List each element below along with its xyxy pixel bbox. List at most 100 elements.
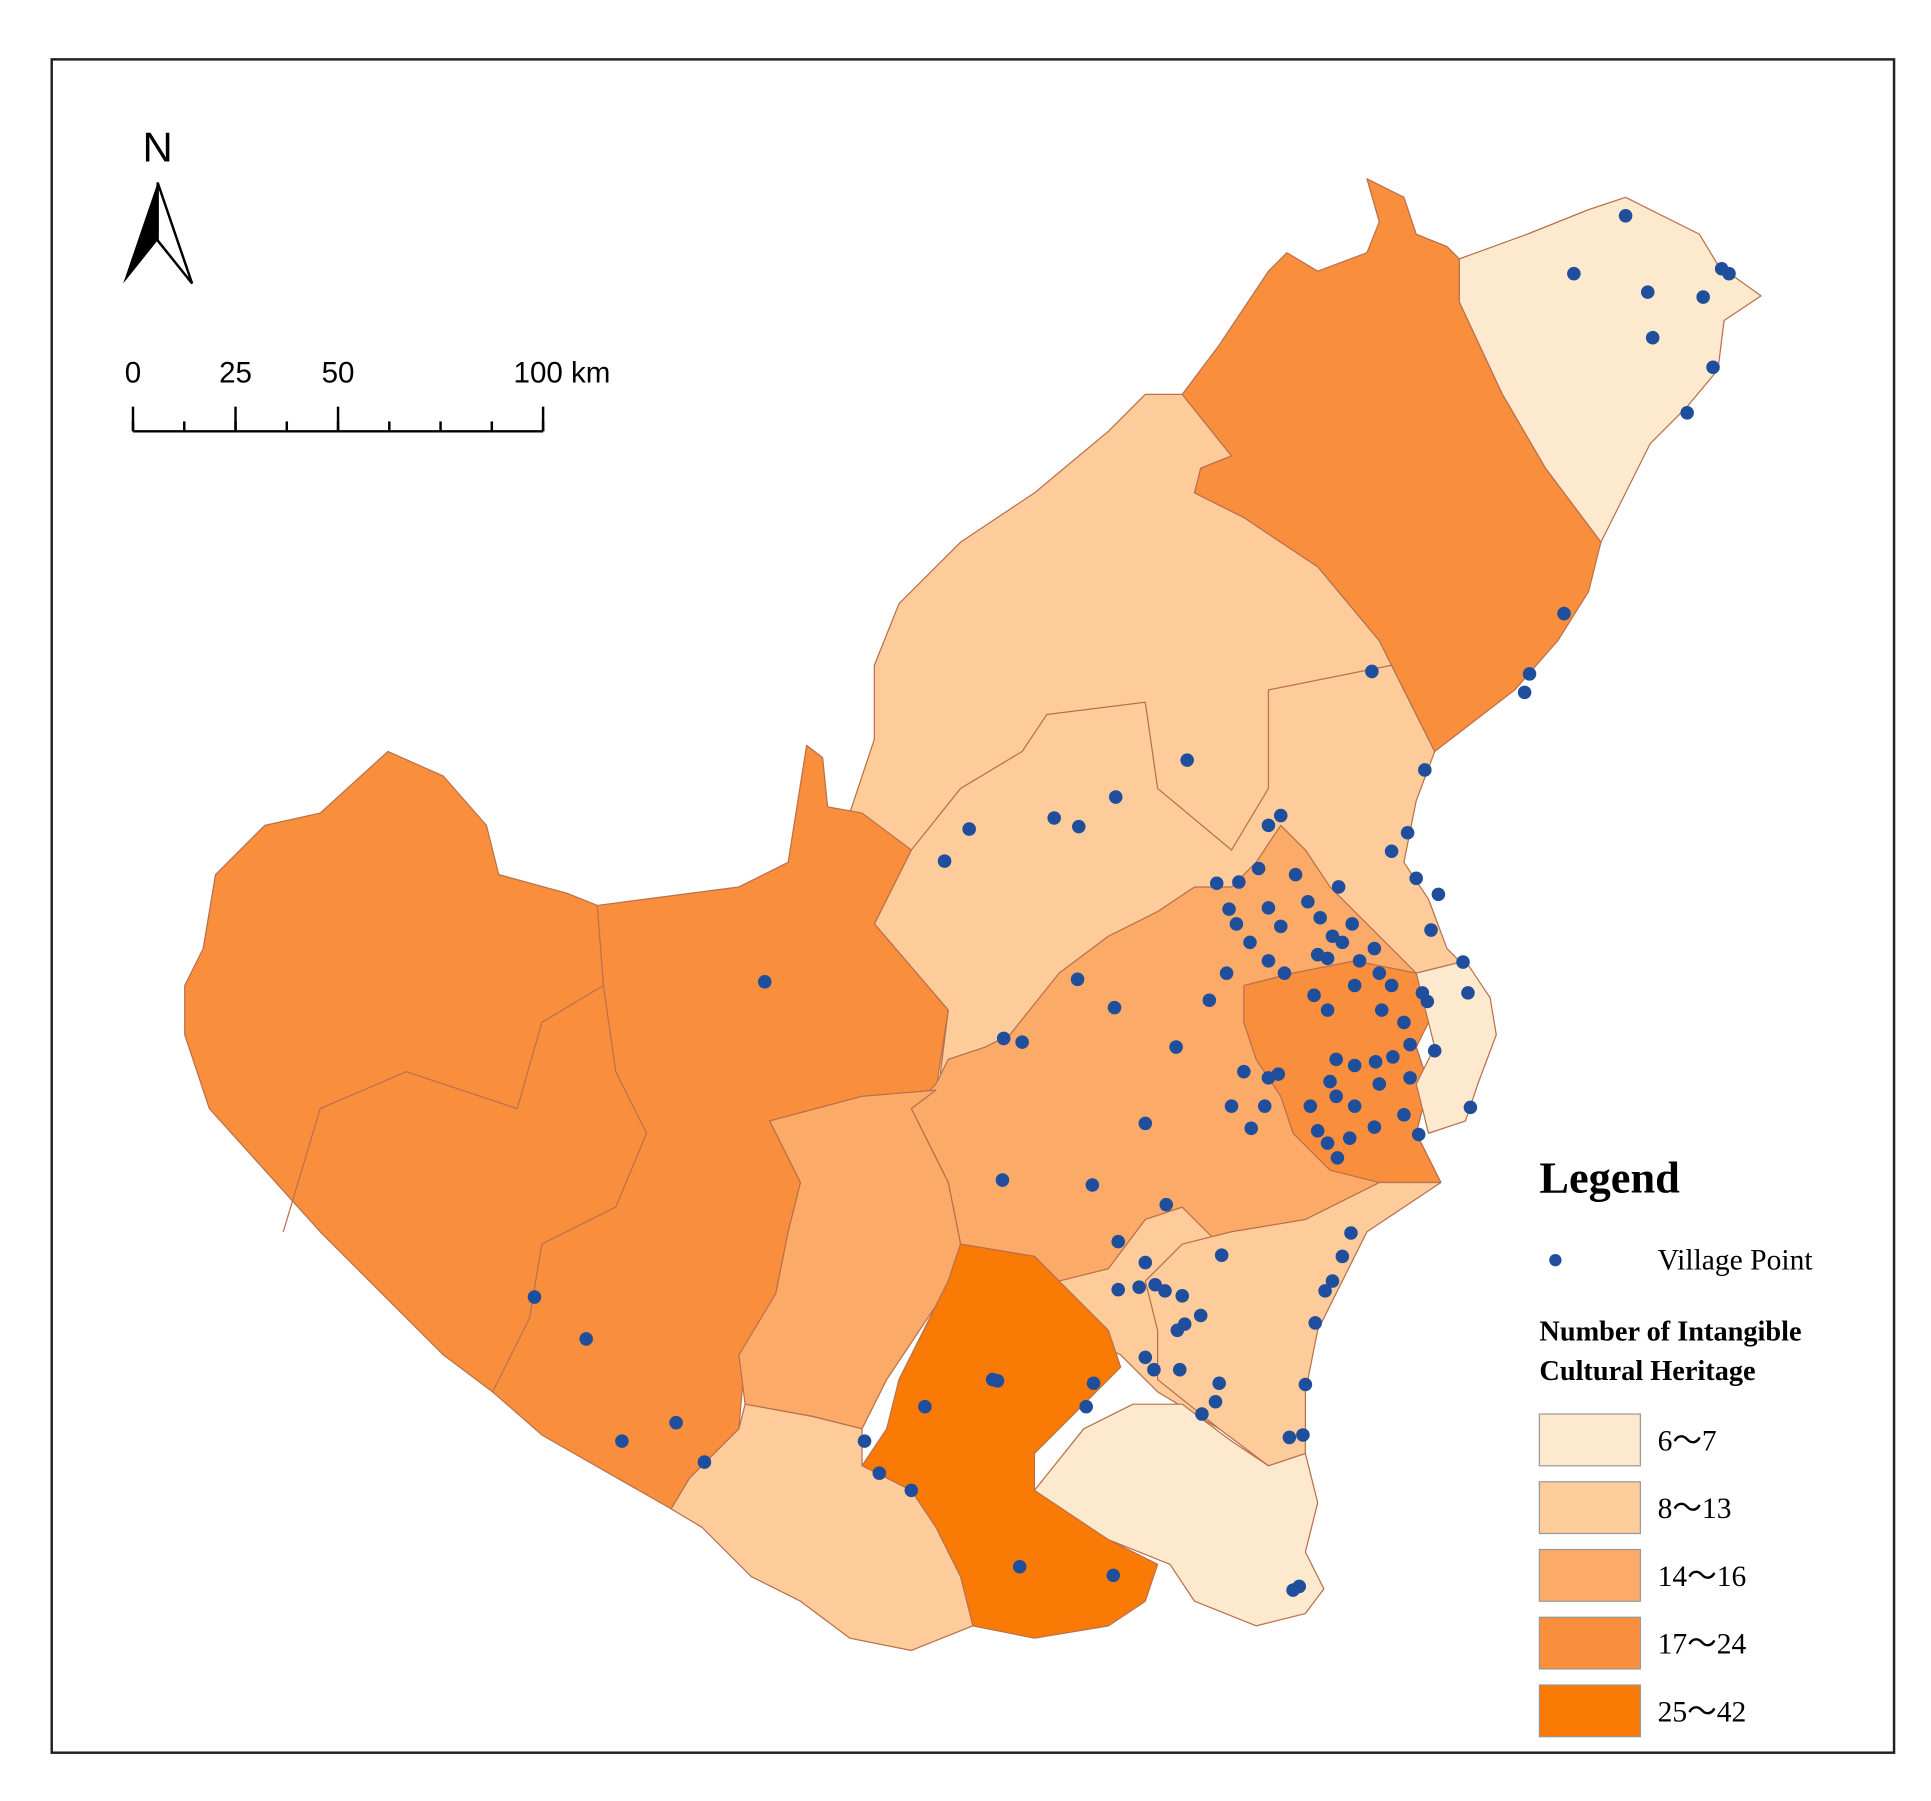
village-point bbox=[1517, 685, 1532, 700]
village-point bbox=[757, 975, 772, 989]
village-point bbox=[872, 1466, 887, 1480]
village-point bbox=[1696, 290, 1710, 304]
village-point bbox=[1132, 1280, 1146, 1294]
region bbox=[738, 1089, 962, 1430]
village-point bbox=[1158, 1284, 1172, 1298]
village-point bbox=[1147, 1362, 1161, 1377]
village-point bbox=[1286, 1583, 1300, 1597]
village-point bbox=[1342, 1131, 1357, 1145]
region bbox=[861, 1243, 1159, 1639]
village-point bbox=[904, 1483, 919, 1498]
district-boundary bbox=[492, 985, 648, 1393]
village-points bbox=[527, 209, 1736, 1597]
village-point bbox=[1384, 844, 1399, 859]
legend-class-label: 6～7 bbox=[1658, 1425, 1717, 1457]
scale-label: 100 km bbox=[514, 356, 611, 389]
village-point bbox=[1352, 954, 1367, 968]
village-point bbox=[1047, 811, 1061, 825]
village-point bbox=[1107, 1000, 1122, 1015]
village-point bbox=[1329, 1052, 1343, 1067]
village-point bbox=[1237, 1064, 1251, 1079]
village-point bbox=[1148, 1277, 1162, 1292]
village-point bbox=[1173, 1362, 1187, 1377]
village-point bbox=[1424, 923, 1438, 937]
village-point bbox=[1209, 876, 1224, 891]
village-point bbox=[1282, 1430, 1297, 1445]
village-point bbox=[1347, 1058, 1362, 1073]
village-point bbox=[918, 1399, 932, 1414]
village-point bbox=[1296, 1428, 1310, 1442]
village-point-label: Village Point bbox=[1658, 1244, 1814, 1276]
village-point bbox=[1403, 1071, 1417, 1085]
village-point bbox=[1645, 330, 1660, 345]
village-point bbox=[1208, 1394, 1223, 1409]
village-point bbox=[996, 1031, 1011, 1046]
village-point bbox=[1108, 790, 1123, 804]
village-point bbox=[1411, 1127, 1426, 1142]
village-point bbox=[1229, 917, 1244, 931]
village-point bbox=[857, 1434, 872, 1448]
village-point bbox=[962, 822, 976, 836]
village-point-symbol bbox=[1549, 1253, 1562, 1267]
village-point bbox=[1331, 880, 1346, 894]
legend-swatch bbox=[1538, 1616, 1641, 1670]
village-point bbox=[1106, 1568, 1121, 1583]
village-point bbox=[1409, 871, 1424, 886]
region bbox=[1033, 1403, 1325, 1627]
village-point bbox=[1012, 1559, 1027, 1574]
village-point bbox=[1298, 1377, 1313, 1392]
village-point bbox=[1180, 753, 1194, 767]
village-point bbox=[1345, 917, 1359, 931]
village-point bbox=[1222, 902, 1236, 916]
village-point bbox=[1212, 1376, 1226, 1391]
village-point bbox=[1418, 763, 1432, 777]
village-point bbox=[669, 1415, 683, 1430]
village-point bbox=[985, 1372, 1000, 1387]
legend-class-label: 14～16 bbox=[1658, 1561, 1747, 1593]
village-point bbox=[1367, 1120, 1382, 1134]
village-point bbox=[1244, 1121, 1258, 1136]
village-point bbox=[1111, 1282, 1125, 1297]
village-point bbox=[1320, 1003, 1335, 1017]
village-point bbox=[1277, 966, 1292, 980]
legend-swatch bbox=[1538, 1548, 1641, 1602]
legend-class-label: 17～24 bbox=[1658, 1629, 1747, 1661]
village-point bbox=[527, 1290, 542, 1304]
village-point bbox=[1330, 1151, 1345, 1165]
arrow-right bbox=[156, 182, 194, 285]
village-point bbox=[1303, 1099, 1318, 1113]
village-point bbox=[1420, 994, 1435, 1009]
village-point bbox=[1273, 919, 1288, 934]
legend-swatch bbox=[1538, 1684, 1641, 1738]
village-point bbox=[579, 1332, 593, 1346]
village-point bbox=[1138, 1350, 1153, 1365]
village-point bbox=[1403, 1037, 1417, 1052]
village-point bbox=[1706, 360, 1720, 375]
village-point bbox=[1320, 951, 1335, 966]
village-point bbox=[1431, 887, 1446, 902]
village-point bbox=[1219, 966, 1234, 980]
village-point bbox=[697, 1455, 712, 1469]
village-point bbox=[1557, 606, 1571, 621]
village-point bbox=[1111, 1234, 1125, 1249]
north-label: N bbox=[143, 124, 173, 171]
village-point bbox=[1273, 808, 1288, 823]
village-point bbox=[1251, 861, 1266, 876]
arrow-left bbox=[123, 182, 158, 284]
scale-label: 0 bbox=[125, 356, 141, 389]
village-point bbox=[1261, 818, 1276, 833]
village-point bbox=[1169, 1040, 1183, 1054]
village-point bbox=[1400, 825, 1415, 840]
village-point bbox=[1159, 1197, 1174, 1212]
village-point bbox=[1522, 667, 1537, 681]
village-point bbox=[1202, 993, 1217, 1008]
village-point bbox=[1368, 1055, 1383, 1069]
village-point bbox=[1224, 1099, 1239, 1113]
scale-label: 25 bbox=[219, 356, 252, 389]
village-point bbox=[1288, 867, 1303, 882]
village-point bbox=[1374, 1003, 1389, 1017]
village-point bbox=[1344, 1226, 1358, 1240]
village-point bbox=[1307, 988, 1321, 1003]
village-point bbox=[1320, 1136, 1335, 1150]
legend-swatch bbox=[1538, 1413, 1641, 1467]
